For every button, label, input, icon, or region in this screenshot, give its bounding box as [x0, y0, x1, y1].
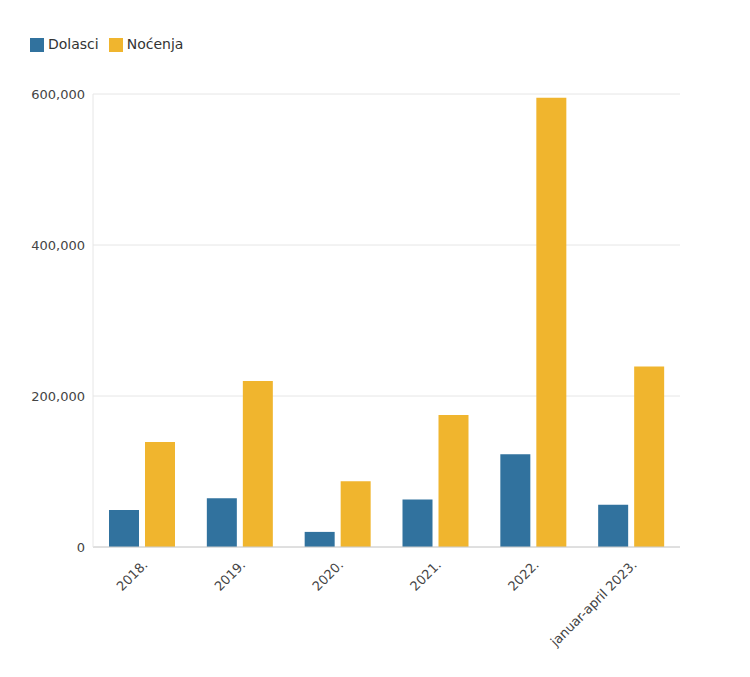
svg-text:200,000: 200,000: [31, 389, 85, 404]
html-text:Dolasci: Dolasci: [48, 36, 99, 52]
svg-text:januar-april 2023.: januar-april 2023.: [547, 557, 640, 650]
svg-text:2019.: 2019.: [211, 557, 248, 594]
svg-text:2022.: 2022.: [505, 557, 542, 594]
svg-text:600,000: 600,000: [31, 87, 85, 102]
svg-text:2020.: 2020.: [309, 557, 346, 594]
svg-text:0: 0: [77, 540, 85, 555]
html-text:Noćenja: Noćenja: [126, 36, 184, 52]
svg-text:2018.: 2018.: [114, 557, 151, 594]
svg-text:400,000: 400,000: [31, 238, 85, 253]
svg-text:2021.: 2021.: [407, 557, 444, 594]
